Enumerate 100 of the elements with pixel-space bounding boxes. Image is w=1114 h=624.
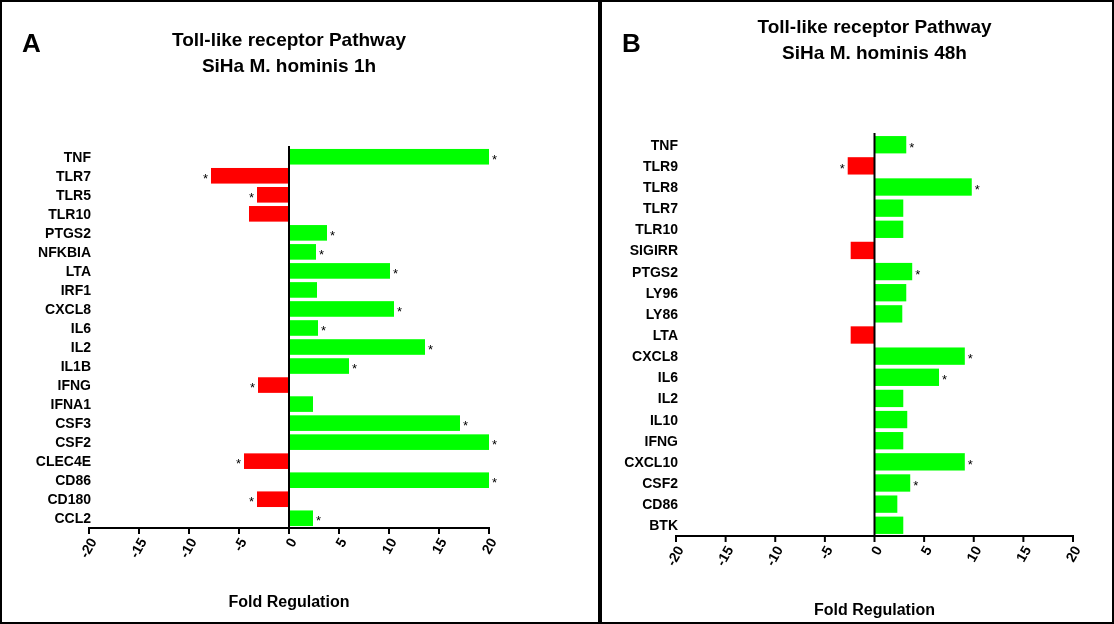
y-tick-label: CD86 — [55, 472, 92, 489]
data-label: * — [492, 475, 498, 491]
y-tick-label: LTA — [65, 262, 91, 279]
x-tick-label: 15 — [1012, 542, 1035, 565]
y-tick-label: IL10 — [649, 411, 679, 428]
data-label: * — [202, 170, 208, 186]
y-tick-label: IL6 — [657, 369, 679, 386]
bar — [874, 305, 903, 323]
y-tick-label: TLR10 — [635, 221, 679, 238]
x-tick-label: -10 — [175, 534, 200, 561]
y-tick-label: LY96 — [645, 284, 679, 301]
y-tick-label: PTGS2 — [45, 224, 92, 241]
y-tick-label: CXCL8 — [632, 348, 679, 365]
data-label: * — [235, 456, 241, 472]
y-tick-label: TLR7 — [56, 167, 92, 184]
x-tick-label: 10 — [378, 534, 400, 557]
bar — [874, 199, 904, 217]
x-tick-label: 0 — [282, 534, 300, 550]
bar — [850, 326, 875, 344]
y-tick-label: CSF3 — [55, 415, 92, 432]
y-tick-label: BTK — [649, 517, 678, 534]
bar — [850, 241, 875, 260]
y-tick-label: PTGS2 — [632, 263, 679, 280]
bar — [211, 167, 289, 184]
y-tick-label: CXCL8 — [45, 300, 92, 317]
bar — [874, 474, 911, 492]
y-tick-label: IFNG — [57, 377, 92, 394]
x-tick-label: 5 — [917, 542, 936, 558]
data-label: * — [463, 418, 469, 434]
x-tick-label: 10 — [962, 542, 985, 565]
y-tick-label: IL1B — [60, 358, 91, 375]
data-label: * — [915, 266, 921, 282]
bar — [874, 495, 898, 513]
x-axis-title: Fold Regulation — [228, 593, 350, 610]
chart-subtitle: SiHa M. hominis 1h — [201, 55, 377, 76]
data-label: * — [248, 189, 254, 205]
x-tick-label: -20 — [75, 534, 100, 561]
x-tick-label: -20 — [662, 542, 687, 569]
bar — [289, 358, 349, 374]
x-tick-label: -15 — [712, 542, 737, 569]
bar — [874, 347, 965, 365]
data-label: * — [909, 139, 915, 155]
data-label: * — [397, 303, 403, 319]
data-label: * — [974, 182, 980, 198]
bar — [289, 472, 489, 488]
y-tick-label: CD180 — [47, 491, 92, 508]
chart-title: Toll-like receptor Pathway — [171, 29, 407, 50]
x-tick-label: -5 — [229, 534, 250, 554]
x-tick-label: 0 — [867, 542, 886, 558]
x-tick-label: 20 — [478, 534, 500, 557]
bar — [257, 491, 289, 508]
x-tick-label: -5 — [815, 542, 836, 562]
bar — [289, 282, 317, 298]
bar — [289, 148, 489, 165]
y-tick-label: IRF1 — [60, 281, 92, 298]
y-tick-label: CLEC4E — [35, 453, 91, 470]
x-tick-label: 15 — [428, 534, 450, 557]
y-tick-label: LTA — [652, 327, 678, 343]
bar — [289, 225, 327, 241]
bar — [244, 453, 289, 469]
y-tick-label: CCL2 — [54, 510, 92, 527]
bar — [847, 157, 875, 175]
y-tick-label: IL2 — [70, 339, 92, 356]
bar — [258, 377, 289, 393]
y-tick-label: TLR10 — [48, 205, 92, 222]
y-tick-label: CXCL10 — [624, 453, 679, 470]
bar — [289, 320, 318, 336]
text: B — [622, 28, 641, 58]
data-label: * — [352, 361, 358, 377]
x-tick-label: 20 — [1062, 542, 1084, 565]
x-tick-label: -15 — [125, 534, 150, 561]
y-tick-label: IL6 — [70, 319, 92, 336]
y-tick-label: IL2 — [657, 390, 679, 407]
data-label: * — [967, 351, 973, 367]
bar — [289, 301, 394, 317]
data-label: * — [248, 494, 254, 510]
y-tick-label: CSF2 — [642, 474, 679, 491]
bar — [874, 432, 904, 450]
y-tick-label: IFNG — [644, 432, 679, 449]
data-label: * — [942, 372, 948, 388]
data-label: * — [393, 265, 399, 281]
y-tick-label: TNF — [63, 148, 92, 165]
data-label: * — [249, 380, 255, 396]
y-tick-label: TNF — [650, 136, 679, 153]
data-label: * — [839, 160, 845, 176]
x-tick-label: -10 — [762, 542, 787, 569]
y-tick-label: TLR9 — [643, 157, 679, 174]
bar — [874, 516, 904, 534]
y-tick-label: NFKBIA — [38, 243, 91, 260]
bar — [874, 389, 904, 408]
bar — [289, 244, 316, 260]
data-label: * — [428, 342, 434, 358]
y-tick-label: CSF2 — [55, 434, 92, 451]
data-label: * — [319, 246, 325, 262]
y-tick-label: TLR8 — [643, 179, 679, 196]
bar — [874, 284, 907, 302]
data-label: * — [321, 322, 327, 338]
bar — [874, 220, 904, 238]
y-tick-label: IFNA1 — [50, 396, 92, 413]
bar — [874, 178, 972, 196]
